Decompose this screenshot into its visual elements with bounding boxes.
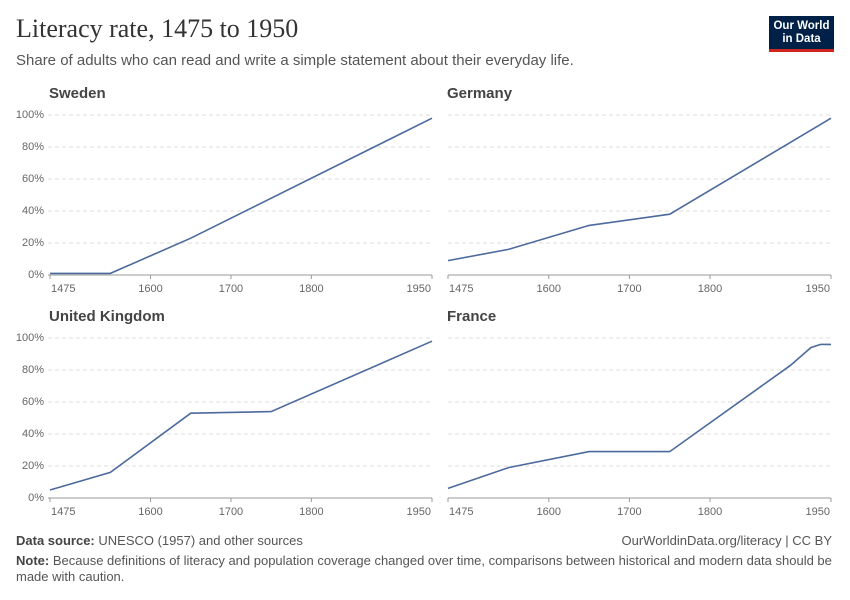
x-tick-label: 1800 — [299, 283, 323, 295]
note: Note: Because definitions of literacy an… — [16, 553, 834, 585]
logo[interactable]: Our World in Data — [769, 16, 834, 52]
data-line — [447, 117, 832, 262]
panel-title: United Kingdom — [49, 308, 165, 325]
y-tick-label: 100% — [16, 332, 44, 344]
x-tick-label: 1950 — [806, 283, 830, 295]
x-tick-label: 1600 — [537, 506, 561, 518]
logo-line: in Data — [782, 33, 821, 45]
x-tick-label: 1950 — [806, 506, 830, 518]
data-line — [447, 343, 831, 490]
data-line — [50, 117, 433, 275]
note-text: Because definitions of literacy and popu… — [16, 553, 832, 584]
x-tick-label: 1950 — [407, 283, 431, 295]
x-tick-label: 1600 — [138, 283, 162, 295]
x-tick-label: 1800 — [698, 506, 722, 518]
source: Data source: UNESCO (1957) and other sou… — [16, 533, 303, 548]
data-line — [49, 340, 433, 491]
x-tick-label: 1600 — [138, 506, 162, 518]
x-tick-label: 1700 — [219, 506, 243, 518]
x-tick-label: 1700 — [219, 283, 243, 295]
x-tick-label: 1475 — [449, 506, 473, 518]
y-tick-label: 20% — [22, 237, 44, 249]
y-tick-label: 80% — [22, 141, 44, 153]
note-label: Note: — [16, 553, 50, 568]
y-tick-label: 40% — [22, 205, 44, 217]
panel-title: Sweden — [49, 85, 106, 102]
x-tick-label: 1800 — [698, 283, 722, 295]
y-tick-label: 60% — [22, 173, 44, 185]
x-tick-label: 1475 — [51, 283, 75, 295]
x-tick-label: 1475 — [51, 506, 75, 518]
y-tick-label: 40% — [22, 428, 44, 440]
y-tick-label: 0% — [28, 492, 44, 504]
y-tick-label: 20% — [22, 460, 44, 472]
source-text: UNESCO (1957) and other sources — [98, 533, 303, 548]
x-tick-label: 1950 — [407, 506, 431, 518]
panel-title: Germany — [447, 85, 513, 102]
credit[interactable]: OurWorldinData.org/literacy | CC BY — [621, 533, 832, 548]
y-tick-label: 80% — [22, 364, 44, 376]
y-tick-label: 0% — [28, 269, 44, 281]
y-tick-label: 60% — [22, 396, 44, 408]
panel-title: France — [447, 308, 496, 325]
x-tick-label: 1600 — [537, 283, 561, 295]
source-label: Data source: — [16, 533, 95, 548]
x-tick-label: 1700 — [617, 283, 641, 295]
x-tick-label: 1800 — [299, 506, 323, 518]
logo-line: Our World — [773, 20, 830, 32]
x-tick-label: 1700 — [617, 506, 641, 518]
y-tick-label: 100% — [16, 109, 44, 121]
x-tick-label: 1475 — [449, 283, 473, 295]
title: Literacy rate, 1475 to 1950 — [16, 14, 299, 43]
subtitle: Share of adults who can read and write a… — [16, 52, 574, 69]
